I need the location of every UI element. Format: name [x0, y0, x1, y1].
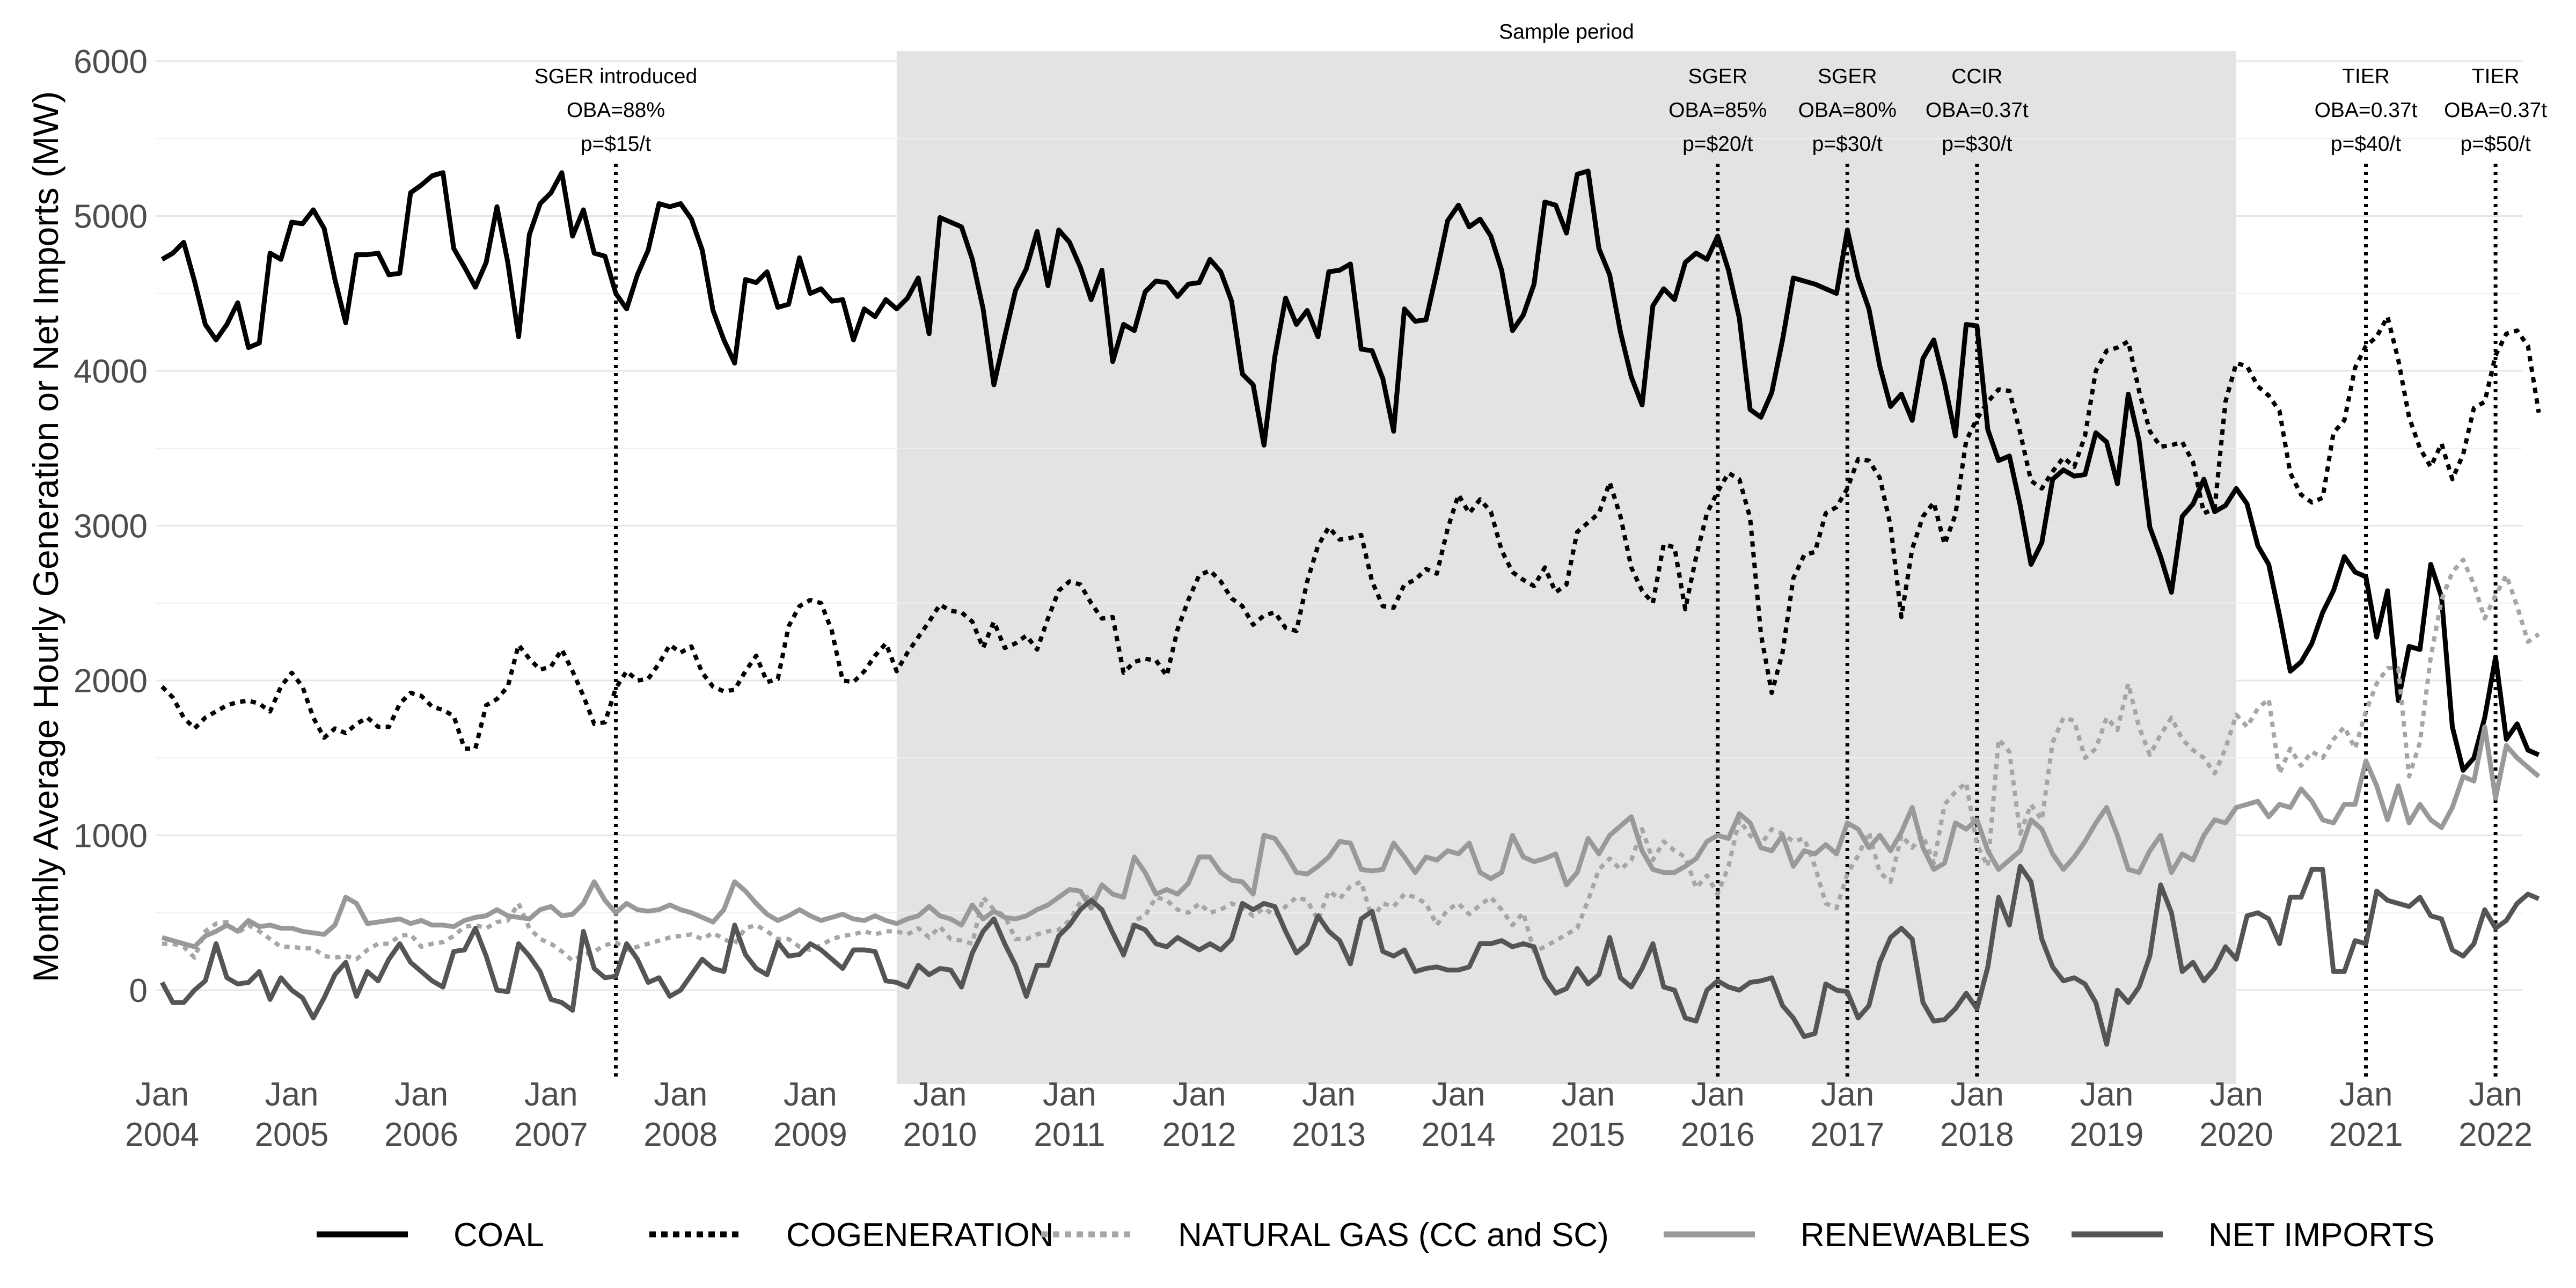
y-tick-label: 6000: [74, 43, 148, 80]
x-tick-label-month: Jan: [265, 1076, 319, 1113]
policy-annotation: p=$30/t: [1942, 133, 2012, 156]
legend-label: NET IMPORTS: [2208, 1217, 2434, 1254]
x-axis: Jan2004Jan2005Jan2006Jan2007Jan2008Jan20…: [125, 1076, 2533, 1153]
policy-annotation: p=$15/t: [581, 133, 651, 156]
x-tick-label-year: 2014: [1422, 1116, 1496, 1153]
policy-annotation: p=$40/t: [2331, 133, 2401, 156]
policy-annotation: OBA=0.37t: [1926, 99, 2029, 122]
y-tick-label: 4000: [74, 353, 148, 390]
y-axis: 0 1000 2000 3000 4000 5000 6000: [74, 43, 148, 1009]
policy-annotation: SGER: [1818, 65, 1877, 88]
sample-period-band: [896, 51, 2236, 1084]
y-tick-label: 3000: [74, 508, 148, 545]
policy-annotation: p=$20/t: [1682, 133, 1753, 156]
x-tick-label-year: 2010: [903, 1116, 977, 1153]
sample-period-label: Sample period: [1499, 20, 1634, 43]
x-tick-label-month: Jan: [524, 1076, 578, 1113]
x-tick-label-month: Jan: [2469, 1076, 2522, 1113]
series-line-renewables: [161, 724, 2541, 949]
x-tick-label-year: 2006: [384, 1116, 458, 1153]
x-tick-label-month: Jan: [394, 1076, 448, 1113]
policy-annotation: OBA=88%: [567, 99, 665, 122]
x-tick-label-year: 2008: [643, 1116, 718, 1153]
policy-annotation: CCIR: [1951, 65, 2002, 88]
x-tick-label-year: 2009: [773, 1116, 847, 1153]
series-line-net-imports: [160, 863, 2540, 1047]
x-tick-label-year: 2021: [2329, 1116, 2403, 1153]
series-line-cogeneration: [160, 314, 2541, 751]
x-tick-label-month: Jan: [913, 1076, 967, 1113]
x-tick-label-year: 2007: [514, 1116, 588, 1153]
x-tick-label-month: Jan: [2209, 1076, 2263, 1113]
y-tick-label: 5000: [74, 199, 148, 236]
y-tick-label: 1000: [74, 818, 148, 855]
x-tick-label-year: 2013: [1292, 1116, 1366, 1153]
policy-annotation: OBA=85%: [1668, 99, 1767, 122]
policy-annotation: p=$30/t: [1812, 133, 1883, 156]
x-tick-label-month: Jan: [1561, 1076, 1615, 1113]
x-tick-label-month: Jan: [654, 1076, 707, 1113]
policy-annotation: SGER introduced: [535, 65, 698, 88]
x-tick-label-month: Jan: [1820, 1076, 1874, 1113]
x-tick-label-month: Jan: [1691, 1076, 1745, 1113]
x-tick-label-year: 2019: [2069, 1116, 2143, 1153]
x-tick-label-year: 2015: [1551, 1116, 1625, 1153]
x-tick-label-month: Jan: [2080, 1076, 2133, 1113]
x-tick-label-year: 2017: [1810, 1116, 1884, 1153]
x-tick-label-year: 2020: [2199, 1116, 2273, 1153]
x-tick-label-year: 2012: [1162, 1116, 1236, 1153]
x-tick-label-year: 2004: [125, 1116, 199, 1153]
gridlines: [156, 60, 2522, 991]
x-tick-label-month: Jan: [135, 1076, 189, 1113]
x-tick-label-month: Jan: [1043, 1076, 1096, 1113]
y-tick-label: 0: [129, 972, 148, 1009]
x-tick-label-month: Jan: [1950, 1076, 2004, 1113]
y-axis-label: Monthly Average Hourly Generation or Net…: [26, 91, 65, 982]
x-tick-label-month: Jan: [2339, 1076, 2393, 1113]
legend-label: COAL: [453, 1217, 544, 1254]
policy-annotation: SGER: [1688, 65, 1747, 88]
policy-lines: SGER introduced OBA=88% p=$15/t SGER OBA=85%…: [535, 65, 2547, 1079]
legend-label: RENEWABLES: [1801, 1217, 2030, 1254]
x-tick-label-year: 2005: [255, 1116, 329, 1153]
x-tick-label-month: Jan: [1172, 1076, 1226, 1113]
legend: COAL COGENERATION NATURAL GAS (CC and SC) R…: [317, 1217, 2434, 1254]
x-tick-label-month: Jan: [1432, 1076, 1485, 1113]
x-tick-label-year: 2018: [1940, 1116, 2014, 1153]
policy-annotation: OBA=0.37t: [2444, 99, 2547, 122]
series-lines: [160, 169, 2541, 1047]
policy-annotation: p=$50/t: [2460, 133, 2530, 156]
policy-annotation: OBA=0.37t: [2315, 99, 2418, 122]
x-tick-label-year: 2011: [1034, 1116, 1105, 1153]
x-tick-label-month: Jan: [1302, 1076, 1356, 1113]
policy-annotation: TIER: [2342, 65, 2390, 88]
policy-annotation: TIER: [2472, 65, 2520, 88]
series-line-coal: [160, 169, 2540, 773]
y-tick-label: 2000: [74, 663, 148, 700]
legend-label: COGENERATION: [786, 1217, 1053, 1254]
x-tick-label-year: 2022: [2458, 1116, 2533, 1153]
x-tick-label-year: 2016: [1681, 1116, 1755, 1153]
x-tick-label-month: Jan: [784, 1076, 837, 1113]
policy-annotation: OBA=80%: [1798, 99, 1897, 122]
series-line-natural-gas-cc-and-sc: [162, 558, 2540, 963]
legend-label: NATURAL GAS (CC and SC): [1178, 1217, 1609, 1254]
